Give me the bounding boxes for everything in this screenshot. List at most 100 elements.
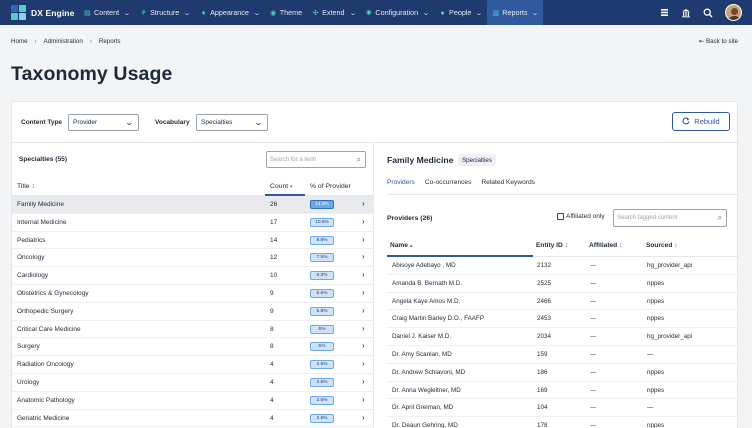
nav-item-appearance[interactable]: ♦ Appearance ⌄: [195, 0, 265, 25]
chevron-right-icon[interactable]: ›: [362, 412, 365, 422]
table-row[interactable]: Dr. Amy Scanlan, MD 159 — —: [387, 346, 739, 364]
gear-icon: ✺: [365, 8, 372, 17]
nav-item-theme[interactable]: ◉ Theme: [265, 0, 307, 25]
table-row[interactable]: Internal Medicine 17 10.6% ›: [12, 214, 374, 232]
table-row[interactable]: Dr. Anna Wegleitner, MD 169 — nppes: [387, 382, 739, 400]
back-to-site-link[interactable]: ⇤ Back to site: [699, 38, 738, 45]
percent-badge: 5%: [310, 324, 334, 334]
table-row[interactable]: Dr. Deaun Gehring, MD 178 — nppes: [387, 417, 739, 428]
provider-name[interactable]: Daniel J. Kaiser M.D.: [392, 333, 452, 341]
nav-item-structure[interactable]: ⚘ Structure ⌄: [135, 0, 195, 25]
content-type-label: Content Type: [21, 119, 63, 126]
col-entity-header[interactable]: Entity ID ↕: [536, 242, 568, 249]
chevron-right-icon[interactable]: ›: [362, 252, 365, 262]
chevron-right-icon[interactable]: ›: [362, 199, 365, 208]
tab-related-keywords[interactable]: Related Keywords: [481, 179, 535, 186]
nav-item-extend[interactable]: ✣ Extend ⌄: [307, 0, 360, 25]
entity-id: 104: [537, 404, 548, 412]
provider-name[interactable]: Amanda B. Bernath M.D.: [392, 279, 462, 287]
chevron-down-icon: ⌄: [422, 9, 430, 17]
table-row[interactable]: Cardiology 10 6.3% ›: [12, 267, 374, 285]
specialty-count: 17: [270, 218, 278, 226]
table-row[interactable]: Pediatrics 14 8.8% ›: [12, 232, 374, 250]
table-row[interactable]: Oncology 12 7.5% ›: [12, 249, 374, 268]
table-row[interactable]: Surgery 8 5% ›: [12, 338, 374, 357]
tab-co-occurrences[interactable]: Co-occurrences: [424, 179, 472, 186]
tagged-search-placeholder: Search tagged content: [617, 215, 678, 221]
chevron-right-icon[interactable]: ›: [362, 376, 365, 386]
provider-name[interactable]: Angela Kaye Amos M.D.: [392, 297, 461, 305]
col-title-header[interactable]: Title ↕: [17, 183, 35, 190]
table-row[interactable]: Critical Care Medicine 8 5% ›: [12, 321, 374, 339]
breadcrumb-home[interactable]: Home: [11, 38, 28, 45]
table-row[interactable]: Orthopedic Surgery 9 5.6% ›: [12, 303, 374, 321]
tagged-content-search-input[interactable]: Search tagged content ⌕: [613, 209, 727, 227]
sourced-value: nppes: [647, 297, 665, 305]
table-row[interactable]: Abisoye Adebayo , MD 2132 — hg_provider_api: [387, 257, 739, 275]
nav-item-configuration[interactable]: ✺ Configuration ⌄: [360, 0, 434, 25]
col-name-header[interactable]: Name ▴: [390, 242, 413, 249]
chevron-down-icon: ⌄: [531, 9, 540, 17]
table-row[interactable]: Angela Kaye Amos M.D. 2466 — nppes: [387, 293, 739, 311]
chevron-right-icon[interactable]: ›: [362, 323, 365, 333]
affiliated-value: —: [590, 333, 597, 341]
provider-name[interactable]: Dr. Andrew Schiavoni, MD: [392, 368, 466, 376]
content-type-select[interactable]: Provider ⌄: [68, 114, 139, 131]
col-sourced-header[interactable]: Sourced ↕: [646, 242, 678, 249]
provider-name[interactable]: Abisoye Adebayo , MD: [392, 262, 456, 269]
table-row[interactable]: Daniel J. Kaiser M.D. 2034 — hg_provider_ap…: [387, 328, 739, 346]
provider-name[interactable]: Dr. Deaun Gehring, MD: [392, 422, 458, 428]
chevron-right-icon[interactable]: ›: [362, 359, 365, 369]
provider-name[interactable]: Dr. Amy Scanlan, MD: [392, 350, 452, 358]
brand[interactable]: DX Engine: [0, 5, 79, 20]
file-icon: ▤: [84, 8, 91, 17]
specialties-heading: Specialties (55): [19, 156, 68, 163]
table-row[interactable]: Amanda B. Bernath M.D. 2525 — nppes: [387, 275, 739, 293]
specialty-count: 10: [270, 272, 278, 280]
sort-indicator: [387, 255, 533, 257]
breadcrumb-administration[interactable]: Administration: [43, 38, 83, 45]
table-row[interactable]: Craig Martin Barley D.O., FAAFP 2453 — nppe…: [387, 310, 739, 329]
table-row[interactable]: Dr. Andrew Schiavoni, MD 186 — nppes: [387, 364, 739, 382]
table-row[interactable]: Radiation Oncology 4 2.5% ›: [12, 356, 374, 374]
chevron-right-icon[interactable]: ›: [362, 341, 365, 351]
rebuild-button[interactable]: Rebuild: [672, 112, 730, 131]
search-icon: ⌕: [356, 155, 361, 164]
provider-name[interactable]: Craig Martin Barley D.O., FAAFP: [392, 315, 485, 323]
table-row[interactable]: Urology 4 2.5% ›: [12, 374, 374, 392]
chart-icon: ▥: [492, 8, 500, 17]
affiliated-only-checkbox[interactable]: Affiliated only: [557, 213, 605, 220]
breadcrumb-reports: Reports: [98, 38, 121, 45]
term-search-input[interactable]: Search for a term ⌕: [266, 151, 366, 168]
chevron-right-icon[interactable]: ›: [362, 394, 365, 404]
table-row[interactable]: Obstetrics & Gynecology 9 5.6% ›: [12, 285, 374, 303]
chevron-right-icon[interactable]: ›: [362, 270, 365, 280]
nav-item-label: Structure: [150, 8, 180, 17]
nav-item-people[interactable]: ● People ⌄: [434, 0, 487, 25]
col-affiliated-header[interactable]: Affiliated ↕: [589, 242, 623, 249]
percent-badge: 10.6%: [310, 217, 334, 227]
search-icon[interactable]: [703, 8, 713, 18]
chevron-right-icon[interactable]: ›: [362, 305, 365, 315]
vocabulary-select[interactable]: Specialties ⌄: [196, 114, 268, 131]
provider-name[interactable]: Dr. April Greiman, MD: [392, 404, 454, 412]
table-row[interactable]: Geriatric Medicine 4 2.5% ›: [12, 410, 374, 428]
entity-id: 2132: [537, 262, 552, 269]
chevron-right-icon[interactable]: ›: [362, 287, 365, 297]
chevron-down-icon: ⌄: [253, 118, 264, 127]
list-icon[interactable]: [659, 8, 669, 18]
bank-icon[interactable]: [681, 8, 691, 18]
tab-providers[interactable]: Providers: [387, 179, 415, 186]
avatar[interactable]: [725, 4, 742, 21]
specialty-title: Urology: [17, 378, 40, 386]
chevron-right-icon[interactable]: ›: [362, 216, 365, 226]
table-row[interactable]: Family Medicine 26 14.3% ›: [12, 196, 374, 214]
col-count-header[interactable]: Count ▾: [270, 183, 293, 190]
table-row[interactable]: Dr. April Greiman, MD 104 — —: [387, 399, 739, 418]
specialty-count: 12: [270, 254, 278, 262]
chevron-right-icon[interactable]: ›: [362, 234, 365, 244]
provider-name[interactable]: Dr. Anna Wegleitner, MD: [392, 386, 461, 394]
nav-item-reports[interactable]: ▥ Reports ⌄: [487, 0, 544, 25]
table-row[interactable]: Anatomic Pathology 4 2.5% ›: [12, 392, 374, 410]
nav-item-content[interactable]: ▤ Content ⌄: [79, 0, 135, 25]
